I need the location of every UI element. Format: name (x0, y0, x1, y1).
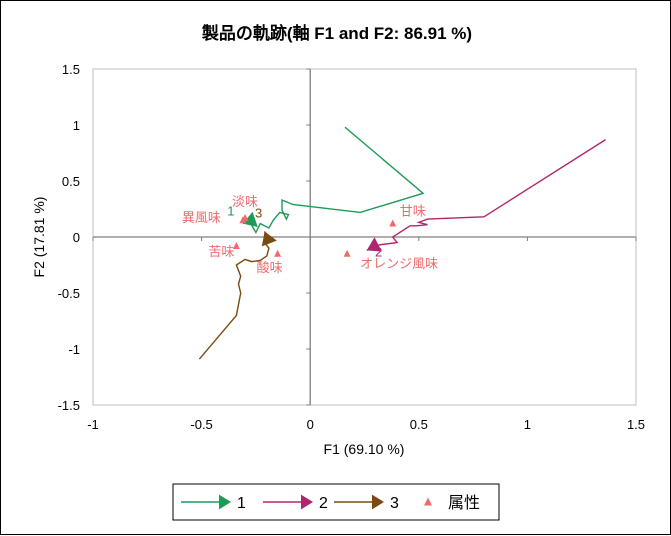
tick-labels: -1 -0.5 0 0.5 1 1.5 -1.5 -1 -0.5 0 0.5 1 1.5 (58, 62, 645, 432)
series-layer: 1 2 3 (198, 126, 606, 360)
y-tick-label: 0.5 (62, 174, 80, 189)
chart-title: 製品の軌跡(軸 F1 and F2: 86.91 %) (201, 23, 472, 43)
attribute-marker (343, 249, 351, 257)
series-arrow-3 (261, 231, 277, 247)
attribute-label: 苦味 (208, 244, 234, 259)
axes (92, 68, 637, 406)
series-end-label-2: 2 (375, 244, 382, 259)
x-tick-label: 1.5 (627, 417, 645, 432)
attribute-label: オレンジ風味 (360, 256, 438, 271)
legend: 1 2 3 属性 (181, 494, 480, 512)
series-arrow-1 (242, 211, 258, 227)
series-arrow-2 (366, 237, 382, 252)
y-tick-label: 0 (73, 230, 80, 245)
y-tick-label: -0.5 (58, 286, 80, 301)
x-tick-label: 0.5 (410, 417, 428, 432)
attribute-marker (274, 249, 282, 257)
x-tick-label: 1 (524, 417, 531, 432)
legend-label-3: 3 (390, 495, 399, 512)
legend-label-1: 1 (237, 495, 246, 512)
y-tick-label: -1 (68, 342, 80, 357)
attribute-marker (239, 216, 247, 224)
attribute-label: 甘味 (400, 204, 426, 219)
y-tick-label: -1.5 (58, 398, 80, 413)
series-end-label-1: 1 (227, 204, 234, 219)
legend-label-attribute: 属性 (448, 494, 480, 512)
y-axis-label: F2 (17.81 %) (31, 197, 47, 278)
attribute-marker (232, 241, 240, 249)
series-line-1 (242, 126, 425, 234)
x-axis-label: F1 (69.10 %) (324, 441, 405, 457)
attribute-label: 淡味 (232, 194, 258, 209)
legend-label-2: 2 (319, 495, 328, 512)
x-tick-label: 0 (307, 417, 314, 432)
legend-arrow-3 (372, 494, 384, 510)
legend-attribute-marker (424, 497, 432, 506)
attribute-label: 異風味 (182, 210, 221, 225)
attribute-label: 酸味 (257, 260, 283, 275)
series-end-label-3: 3 (255, 205, 262, 220)
x-tick-label: -1 (87, 417, 99, 432)
legend-arrow-1 (219, 494, 231, 510)
y-tick-label: 1 (73, 118, 80, 133)
x-tick-label: -0.5 (190, 417, 212, 432)
y-tick-label: 1.5 (62, 62, 80, 77)
attribute-marker (389, 219, 397, 227)
legend-arrow-2 (301, 494, 313, 510)
